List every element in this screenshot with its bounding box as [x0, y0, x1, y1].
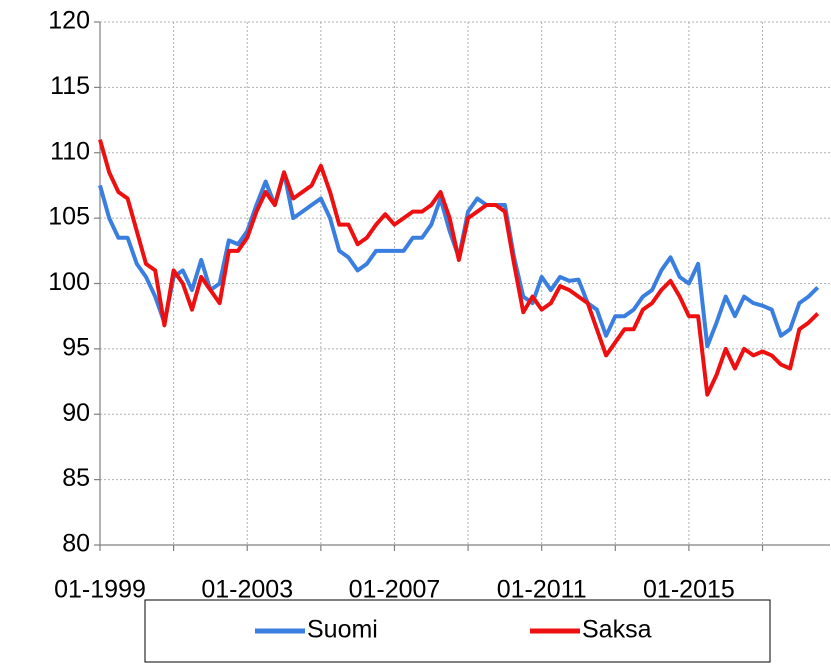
- x-tick-label: 01-2011: [497, 576, 587, 604]
- x-tick-label: 01-2007: [349, 576, 441, 604]
- y-tick-label: 115: [50, 72, 90, 100]
- y-tick-label: 95: [62, 333, 90, 361]
- x-tick-label: 01-2015: [643, 576, 735, 604]
- y-tick-label: 105: [48, 203, 90, 231]
- legend-label: Saksa: [582, 616, 652, 644]
- legend-label: Suomi: [307, 616, 378, 644]
- y-tick-label: 80: [62, 530, 90, 558]
- y-tick-label: 85: [62, 464, 90, 492]
- y-tick-label: 90: [62, 399, 90, 427]
- x-tick-label: 01-1999: [54, 576, 146, 604]
- x-tick-label: 01-2003: [201, 576, 293, 604]
- data-line: [98, 139, 820, 397]
- legend-box: [144, 599, 771, 663]
- y-tick-label: 100: [48, 268, 90, 296]
- y-tick-label: 120: [48, 7, 90, 35]
- y-tick-label: 110: [50, 137, 90, 165]
